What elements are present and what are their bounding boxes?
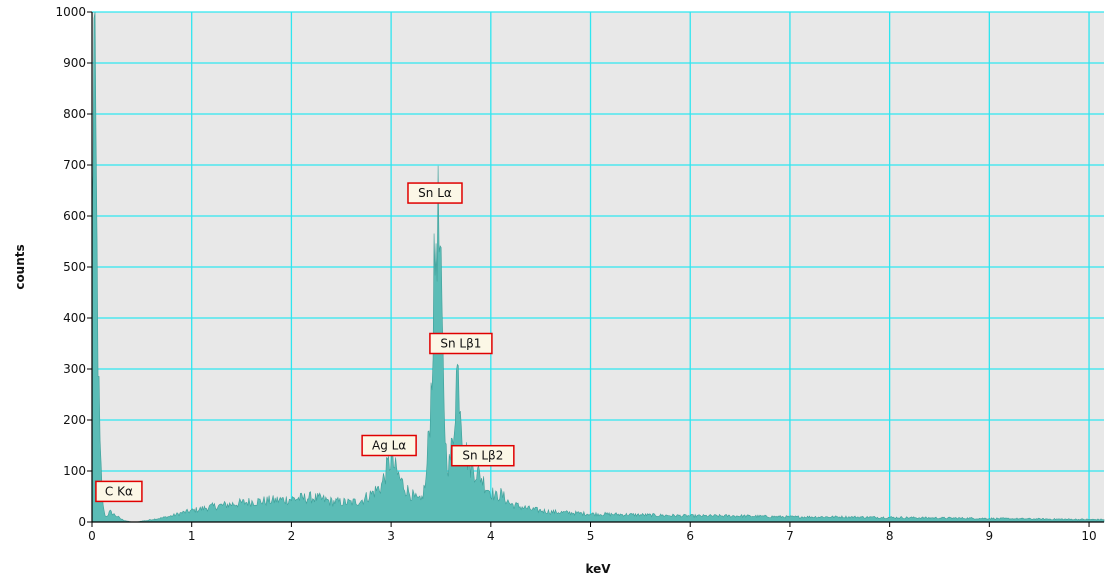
x-tick-label: 9 xyxy=(986,529,994,543)
y-tick-label: 200 xyxy=(63,413,86,427)
peak-annotation-label: C Kα xyxy=(105,484,133,498)
x-tick-label: 1 xyxy=(188,529,196,543)
y-tick-label: 300 xyxy=(63,362,86,376)
peak-annotation: Sn Lβ2 xyxy=(452,446,514,466)
x-tick-label: 0 xyxy=(88,529,96,543)
x-tick-label: 8 xyxy=(886,529,894,543)
y-axis-title: counts xyxy=(13,244,27,289)
x-tick-label: 4 xyxy=(487,529,495,543)
peak-annotation: Sn Lα xyxy=(408,183,462,203)
x-tick-label: 6 xyxy=(686,529,694,543)
y-tick-label: 600 xyxy=(63,209,86,223)
peak-annotation: Sn Lβ1 xyxy=(430,334,492,354)
y-tick-label: 100 xyxy=(63,464,86,478)
x-axis-title: keV xyxy=(585,562,611,576)
peak-annotation: C Kα xyxy=(96,481,142,501)
peak-annotation: Ag Lα xyxy=(362,436,416,456)
x-tick-label: 10 xyxy=(1081,529,1096,543)
x-tick-label: 2 xyxy=(288,529,296,543)
y-tick-label: 1000 xyxy=(55,5,86,19)
peak-annotation-label: Sn Lβ2 xyxy=(462,449,503,463)
y-tick-label: 400 xyxy=(63,311,86,325)
y-tick-label: 800 xyxy=(63,107,86,121)
peak-annotation-label: Ag Lα xyxy=(372,439,406,453)
x-tick-label: 7 xyxy=(786,529,794,543)
y-tick-label: 700 xyxy=(63,158,86,172)
y-tick-label: 0 xyxy=(78,515,86,529)
x-tick-label: 3 xyxy=(387,529,395,543)
y-tick-label: 900 xyxy=(63,56,86,70)
peak-annotation-label: Sn Lβ1 xyxy=(440,337,481,351)
y-tick-label: 500 xyxy=(63,260,86,274)
x-tick-label: 5 xyxy=(587,529,595,543)
peak-annotation-label: Sn Lα xyxy=(418,186,452,200)
